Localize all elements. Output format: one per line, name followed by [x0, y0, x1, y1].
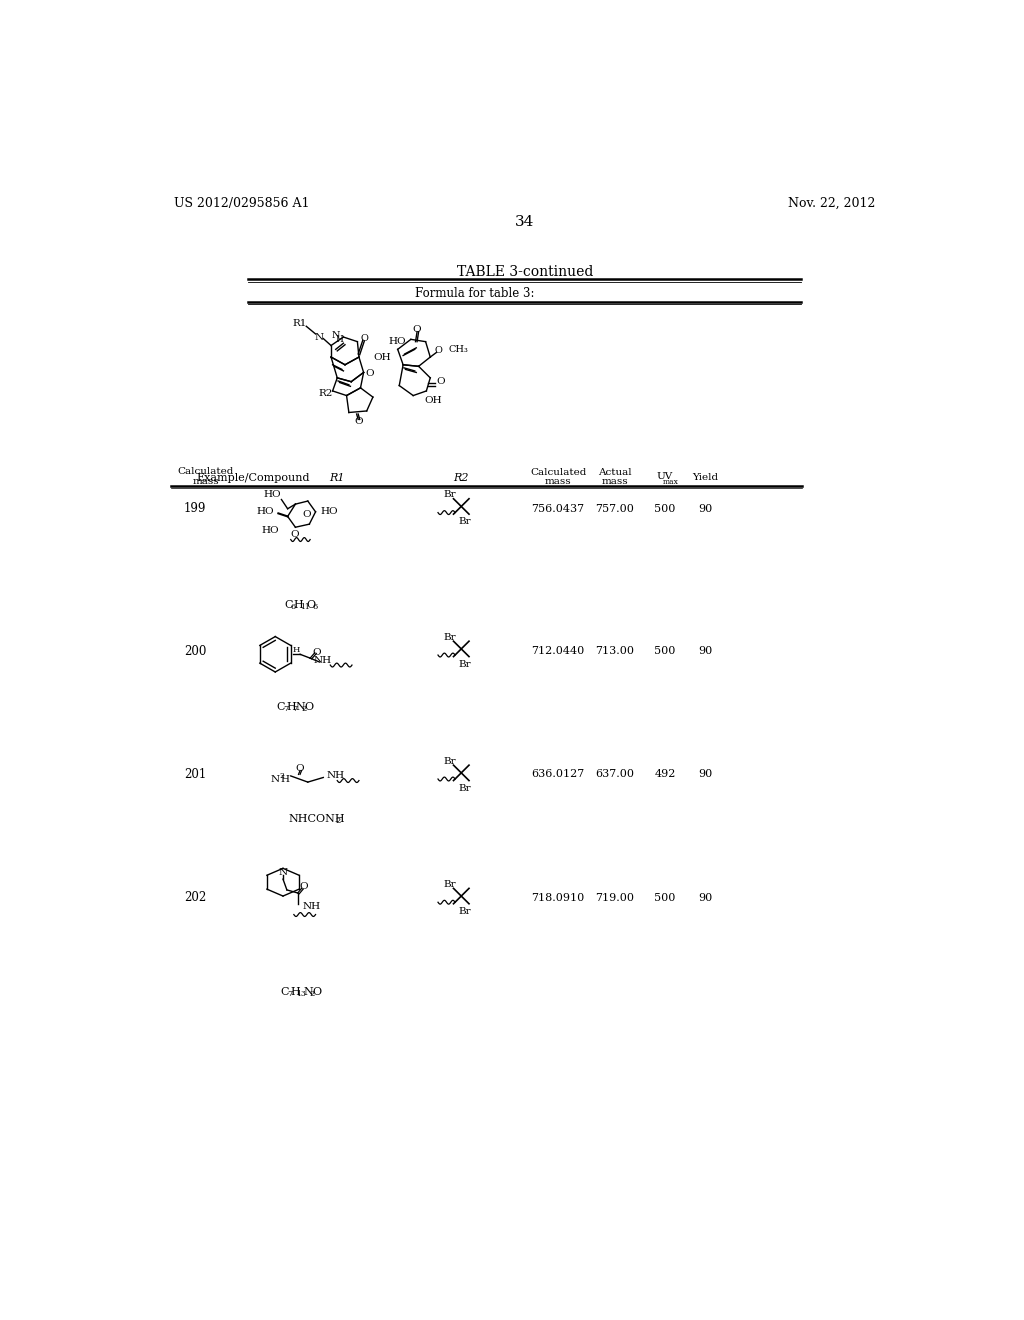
- Text: 201: 201: [183, 768, 206, 781]
- Text: 719.00: 719.00: [595, 892, 634, 903]
- Text: 7: 7: [283, 705, 289, 713]
- Text: NH: NH: [302, 903, 321, 911]
- Text: R2: R2: [454, 473, 469, 483]
- Text: 718.0910: 718.0910: [531, 892, 585, 903]
- Text: H: H: [293, 645, 300, 653]
- Text: Br: Br: [459, 517, 471, 527]
- Text: 500: 500: [654, 647, 676, 656]
- Text: Br: Br: [443, 756, 456, 766]
- Text: H: H: [294, 601, 303, 610]
- Text: 500: 500: [654, 504, 676, 513]
- Text: O: O: [413, 325, 422, 334]
- Text: Br: Br: [459, 660, 471, 669]
- Text: O: O: [312, 986, 322, 997]
- Text: H: H: [281, 775, 289, 784]
- Text: US 2012/0295856 A1: US 2012/0295856 A1: [174, 197, 310, 210]
- Text: 7: 7: [287, 990, 292, 998]
- Text: mass: mass: [545, 478, 571, 486]
- Text: 757.00: 757.00: [595, 504, 634, 513]
- Text: O: O: [366, 370, 374, 379]
- Text: R2: R2: [318, 389, 333, 397]
- Text: O: O: [436, 378, 445, 387]
- Text: 2: 2: [336, 817, 341, 825]
- Text: 90: 90: [698, 770, 713, 779]
- Text: 2: 2: [309, 990, 314, 998]
- Text: Br: Br: [443, 880, 456, 888]
- Text: NHCONH: NHCONH: [289, 814, 345, 824]
- Text: HO: HO: [256, 507, 273, 516]
- Text: 712.0440: 712.0440: [531, 647, 585, 656]
- Text: max: max: [663, 478, 679, 486]
- Text: 756.0437: 756.0437: [531, 504, 585, 513]
- Text: 200: 200: [183, 644, 206, 657]
- Text: Example/Compound: Example/Compound: [197, 473, 309, 483]
- Text: 202: 202: [183, 891, 206, 904]
- Text: O: O: [312, 648, 321, 657]
- Text: O: O: [434, 346, 442, 355]
- Text: C: C: [281, 986, 289, 997]
- Text: N: N: [279, 869, 288, 878]
- Text: N: N: [314, 333, 324, 342]
- Text: O: O: [300, 882, 308, 891]
- Text: 90: 90: [698, 504, 713, 513]
- Text: C: C: [276, 702, 286, 711]
- Text: 90: 90: [698, 892, 713, 903]
- Text: Br: Br: [459, 784, 471, 793]
- Text: H: H: [290, 986, 300, 997]
- Text: 6: 6: [291, 603, 296, 611]
- Text: HO: HO: [389, 337, 407, 346]
- Text: O: O: [354, 417, 364, 426]
- Text: TABLE 3-continued: TABLE 3-continued: [457, 265, 593, 280]
- Text: O: O: [296, 764, 304, 772]
- Text: mass: mass: [601, 478, 628, 486]
- Text: N: N: [303, 986, 313, 997]
- Text: 636.0127: 636.0127: [531, 770, 585, 779]
- Text: 500: 500: [654, 892, 676, 903]
- Text: 90: 90: [698, 647, 713, 656]
- Text: Nov. 22, 2012: Nov. 22, 2012: [787, 197, 876, 210]
- Text: 34: 34: [515, 215, 535, 228]
- Text: HO: HO: [261, 525, 280, 535]
- Text: N: N: [270, 775, 280, 784]
- Text: HO: HO: [321, 507, 338, 516]
- Text: Br: Br: [443, 491, 456, 499]
- Text: Formula for table 3:: Formula for table 3:: [415, 288, 535, 301]
- Text: CH₃: CH₃: [449, 345, 468, 354]
- Text: Calculated: Calculated: [530, 469, 587, 477]
- Text: 7: 7: [292, 705, 298, 713]
- Text: Yield: Yield: [692, 474, 719, 482]
- Text: 2: 2: [302, 705, 307, 713]
- Text: O: O: [306, 601, 315, 610]
- Text: H: H: [336, 335, 343, 343]
- Text: 713.00: 713.00: [595, 647, 634, 656]
- Text: N: N: [332, 331, 340, 341]
- Text: 6: 6: [312, 603, 317, 611]
- Text: O: O: [302, 510, 310, 519]
- Text: 11: 11: [300, 603, 310, 611]
- Text: OH: OH: [425, 396, 442, 405]
- Text: Br: Br: [459, 907, 471, 916]
- Text: 492: 492: [654, 770, 676, 779]
- Text: UV: UV: [657, 473, 673, 480]
- Text: N: N: [295, 702, 305, 711]
- Text: 13: 13: [296, 990, 306, 998]
- Text: Actual: Actual: [598, 469, 632, 477]
- Text: mass: mass: [193, 477, 219, 486]
- Text: 199: 199: [183, 502, 206, 515]
- Text: 2: 2: [280, 772, 285, 780]
- Text: NH: NH: [313, 656, 332, 665]
- Text: HO: HO: [264, 491, 282, 499]
- Text: O: O: [360, 334, 369, 343]
- Text: Calculated: Calculated: [177, 467, 233, 477]
- Text: OH: OH: [373, 352, 390, 362]
- Text: O: O: [291, 531, 299, 540]
- Text: C: C: [285, 601, 293, 610]
- Text: R1: R1: [293, 319, 307, 329]
- Text: O: O: [305, 702, 313, 711]
- Text: R1: R1: [330, 473, 345, 483]
- Text: Br: Br: [443, 632, 456, 642]
- Text: 637.00: 637.00: [595, 770, 634, 779]
- Text: NH: NH: [327, 771, 344, 780]
- Text: H: H: [286, 702, 296, 711]
